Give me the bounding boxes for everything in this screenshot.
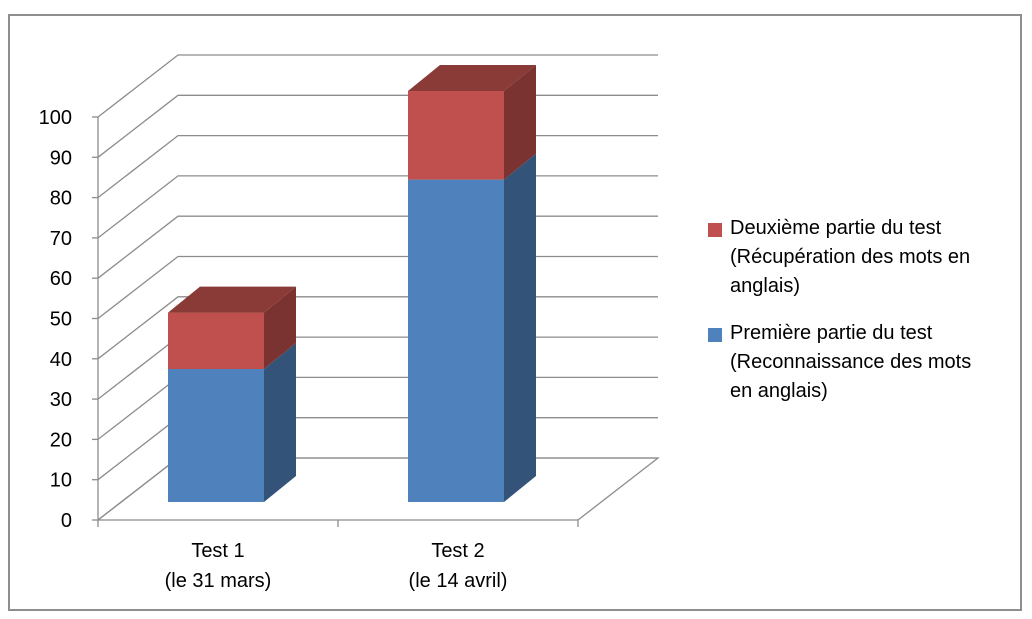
legend-label-deuxieme-line-2: (Récupération des mots en	[730, 246, 971, 268]
gridline-60	[97, 215, 658, 279]
bar-test-2-series-0-side	[504, 153, 536, 502]
legend-label-premiere-line-3: en anglais)	[730, 380, 828, 402]
y-tick-label-20: 20	[50, 429, 72, 451]
legend-label-premiere-line-1: Première partie du test	[730, 322, 933, 344]
legend: Deuxième partie du test (Récupération de…	[708, 214, 1018, 424]
bar-test-2-series-0-front	[408, 179, 504, 502]
gridline-80	[97, 134, 658, 199]
gridline-100	[97, 54, 658, 118]
bar-test-2-series-1-top	[408, 64, 536, 91]
legend-label-deuxieme-line-3: anglais)	[730, 275, 801, 297]
bar-test-1-series-1-side	[264, 286, 296, 370]
y-tick-label-80: 80	[50, 188, 72, 210]
y-tick-label-10: 10	[50, 470, 72, 492]
legend-swatch-premiere-partie	[708, 328, 722, 342]
y-tick-label-0: 0	[61, 510, 72, 532]
bar-test-1-series-1-front	[168, 312, 264, 370]
x-category-label-test-2-line-2: (le 14 avril)	[409, 570, 508, 592]
axes	[92, 116, 660, 527]
bars	[168, 64, 536, 502]
y-tick-label-70: 70	[50, 228, 72, 250]
y-tick-label-30: 30	[50, 389, 72, 411]
bar-test-1-series-0-front	[168, 369, 264, 502]
gridline-90	[97, 94, 658, 158]
legend-entry-deuxieme-partie: Deuxième partie du test (Récupération de…	[708, 214, 1018, 301]
bar-test-2-series-1-side	[504, 64, 536, 180]
y-tick-label-50: 50	[50, 309, 72, 331]
labels: 0 10 20 30 40 50 60 70 80 90 100 Test 1 (le 31 mars)…	[39, 107, 508, 592]
x-category-label-test-2-line-1: Test 2	[431, 540, 484, 562]
bar-test-1-series-1-top	[168, 286, 296, 313]
y-tick-label-40: 40	[50, 349, 72, 371]
gridline-70	[97, 175, 658, 239]
floor	[96, 457, 660, 521]
y-tick-label-90: 90	[50, 147, 72, 169]
y-tick-label-100: 100	[39, 107, 72, 129]
x-category-label-test-1-line-2: (le 31 mars)	[165, 570, 272, 592]
y-tick-label-60: 60	[50, 268, 72, 290]
x-category-label-test-1-line-1: Test 1	[191, 540, 244, 562]
legend-swatch-deuxieme-partie	[708, 223, 722, 237]
legend-entry-premiere-partie: Première partie du test (Reconnaissance …	[708, 319, 1018, 406]
bar-test-1-series-0-side	[264, 343, 296, 502]
bar-test-2-series-1-front	[408, 90, 504, 180]
legend-label-premiere-line-2: (Reconnaissance des mots	[730, 351, 972, 373]
legend-label-deuxieme-line-1: Deuxième partie du test	[730, 217, 942, 239]
